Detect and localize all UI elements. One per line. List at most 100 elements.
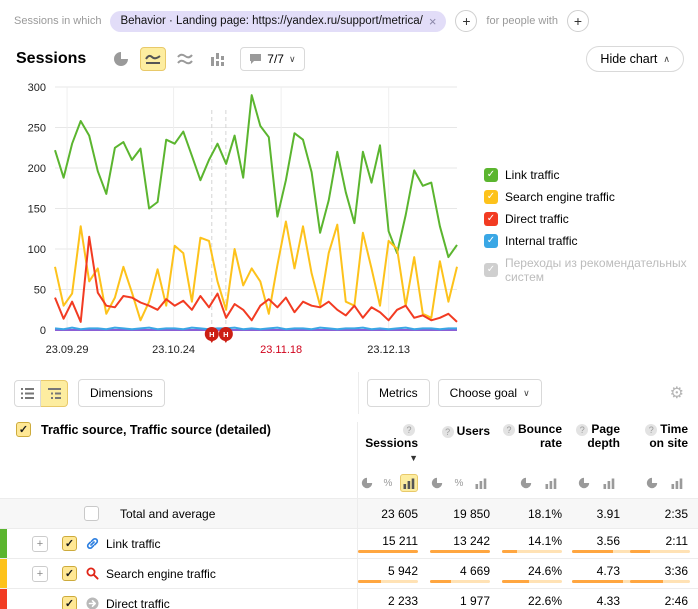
select-all-checkbox[interactable]: ✓ (16, 422, 31, 437)
x-tick-label: 23.10.24 (152, 344, 195, 356)
metric-value: 2:11 (630, 534, 688, 548)
add-people-condition-button[interactable]: + (567, 10, 589, 32)
pie-display-toggle[interactable] (573, 474, 595, 492)
line-chart-icon[interactable] (140, 47, 166, 71)
metric-bar (358, 550, 418, 553)
legend-checkbox[interactable]: ✓ (484, 168, 498, 182)
legend-label: Переходы из рекомендательных систем (505, 256, 698, 284)
x-tick-label: 23.11.18 (260, 344, 302, 356)
bars-display-toggle[interactable] (666, 474, 688, 492)
table-row: +✓Link traffic15 21113 24214.1%3.562:11 (0, 528, 698, 558)
bars-display-toggle[interactable] (400, 474, 418, 492)
expand-row-button[interactable]: + (32, 536, 48, 552)
metric-value: 1 977 (428, 594, 490, 608)
legend-item[interactable]: ✓ Search engine traffic (484, 190, 698, 204)
metric-bar (430, 550, 490, 553)
legend-label: Search engine traffic (505, 190, 615, 204)
gear-icon[interactable]: ⚙ (670, 383, 684, 403)
percent-display-toggle[interactable]: % (450, 474, 469, 492)
metric-value: 22.6% (500, 594, 562, 608)
chevron-down-icon: ∨ (523, 388, 530, 399)
row-label[interactable]: Search engine traffic (106, 567, 216, 581)
metric-bar (430, 580, 490, 583)
remove-segment-icon[interactable]: × (429, 15, 437, 28)
add-session-condition-button[interactable]: + (455, 10, 477, 32)
column-chart-icon[interactable] (204, 47, 230, 71)
choose-goal-button[interactable]: Choose goal ∨ (438, 379, 542, 407)
bars-display-toggle[interactable] (540, 474, 562, 492)
pie-display-toggle[interactable] (515, 474, 537, 492)
metric-bar (502, 550, 562, 553)
metric-value: 15 211 (358, 534, 418, 548)
pie-chart-icon[interactable] (108, 47, 134, 71)
legend-checkbox[interactable]: ✓ (484, 234, 498, 248)
metric-column-header[interactable]: ?Page depth (572, 422, 630, 466)
pie-display-toggle[interactable] (641, 474, 663, 492)
row-checkbox[interactable]: ✓ (62, 566, 77, 581)
row-checkbox[interactable]: ✓ (62, 596, 77, 609)
dimensions-button[interactable]: Dimensions (78, 379, 165, 407)
annotations-button[interactable]: 7/7 ∨ (240, 47, 304, 71)
metric-column-header[interactable]: ?Sessions ▼ (358, 422, 428, 466)
row-checkbox[interactable]: ✓ (62, 536, 77, 551)
list-view-icon[interactable] (14, 380, 41, 407)
metrics-button[interactable]: Metrics (367, 379, 430, 407)
view-mode-switcher (14, 380, 68, 407)
annotation-marker[interactable]: Н (219, 327, 233, 343)
hide-chart-button[interactable]: Hide chart ∧ (586, 46, 684, 72)
legend-checkbox[interactable]: ✓ (484, 263, 498, 277)
metric-headers: ?Sessions ▼?Users?Bounce rate?Page depth… (357, 422, 698, 498)
segment-filter-bar: Sessions in which Behavior · Landing pag… (0, 0, 698, 34)
legend-checkbox[interactable]: ✓ (484, 212, 498, 226)
help-icon[interactable]: ? (503, 424, 515, 436)
legend-label: Internal traffic (505, 234, 577, 248)
pie-display-toggle[interactable] (428, 474, 447, 492)
help-icon[interactable]: ? (576, 424, 588, 436)
row-label[interactable]: Link traffic (106, 537, 160, 551)
row-label[interactable]: Direct traffic (106, 597, 170, 609)
legend-item[interactable]: ✓ Internal traffic (484, 234, 698, 248)
y-tick-label: 100 (28, 244, 46, 256)
table-toolbar: Dimensions Metrics Choose goal ∨ ⚙ (0, 372, 698, 414)
metric-value: 3:36 (630, 564, 688, 578)
stacked-area-icon[interactable] (172, 47, 198, 71)
metric-bar (630, 550, 690, 553)
tree-view-icon[interactable] (41, 380, 68, 407)
sessions-line-chart[interactable]: 05010015020025030023.09.2923.10.2423.11.… (0, 72, 475, 372)
legend-item[interactable]: ✓ Link traffic (484, 168, 698, 182)
metric-column-header[interactable]: ?Time on site (630, 422, 698, 466)
table-row: ✓Direct traffic2 2331 97722.6%4.332:46 (0, 588, 698, 609)
segment-chip[interactable]: Behavior · Landing page: https://yandex.… (110, 11, 446, 32)
legend-checkbox[interactable]: ✓ (484, 190, 498, 204)
table-header: ✓ Traffic source, Traffic source (detail… (0, 414, 698, 498)
pie-display-toggle[interactable] (358, 474, 376, 492)
metric-bar (358, 580, 418, 583)
help-icon[interactable]: ? (403, 424, 415, 436)
help-icon[interactable]: ? (645, 424, 657, 436)
metric-value: 24.6% (500, 564, 562, 578)
y-tick-label: 200 (28, 163, 46, 175)
x-tick-label: 23.12.13 (367, 344, 410, 356)
metric-value: 18.1% (500, 507, 562, 521)
expand-row-button[interactable]: + (32, 566, 48, 582)
metric-column-header[interactable]: ?Bounce rate (500, 422, 572, 466)
total-row-label: Total and average (120, 507, 215, 521)
metric-value: 5 942 (358, 564, 418, 578)
chart-header: Sessions 7/7 ∨ Hide chart ∧ (0, 34, 698, 72)
metric-bar (630, 580, 690, 583)
annotation-marker[interactable]: Н (205, 327, 219, 343)
metrics-label: Metrics (379, 386, 418, 400)
table-body: Total and average23 60519 85018.1%3.912:… (0, 498, 698, 609)
metric-column-header[interactable]: ?Users (428, 422, 500, 466)
legend-item[interactable]: ✓ Переходы из рекомендательных систем (484, 256, 698, 284)
y-tick-label: 250 (28, 123, 46, 135)
help-icon[interactable]: ? (442, 426, 454, 438)
metric-value: 19 850 (428, 507, 490, 521)
bars-display-toggle[interactable] (598, 474, 620, 492)
row-checkbox[interactable] (84, 506, 99, 521)
bars-display-toggle[interactable] (471, 474, 490, 492)
percent-display-toggle[interactable]: % (379, 474, 397, 492)
legend-label: Link traffic (505, 168, 559, 182)
direct-icon (85, 596, 100, 609)
legend-item[interactable]: ✓Direct traffic (484, 212, 698, 226)
